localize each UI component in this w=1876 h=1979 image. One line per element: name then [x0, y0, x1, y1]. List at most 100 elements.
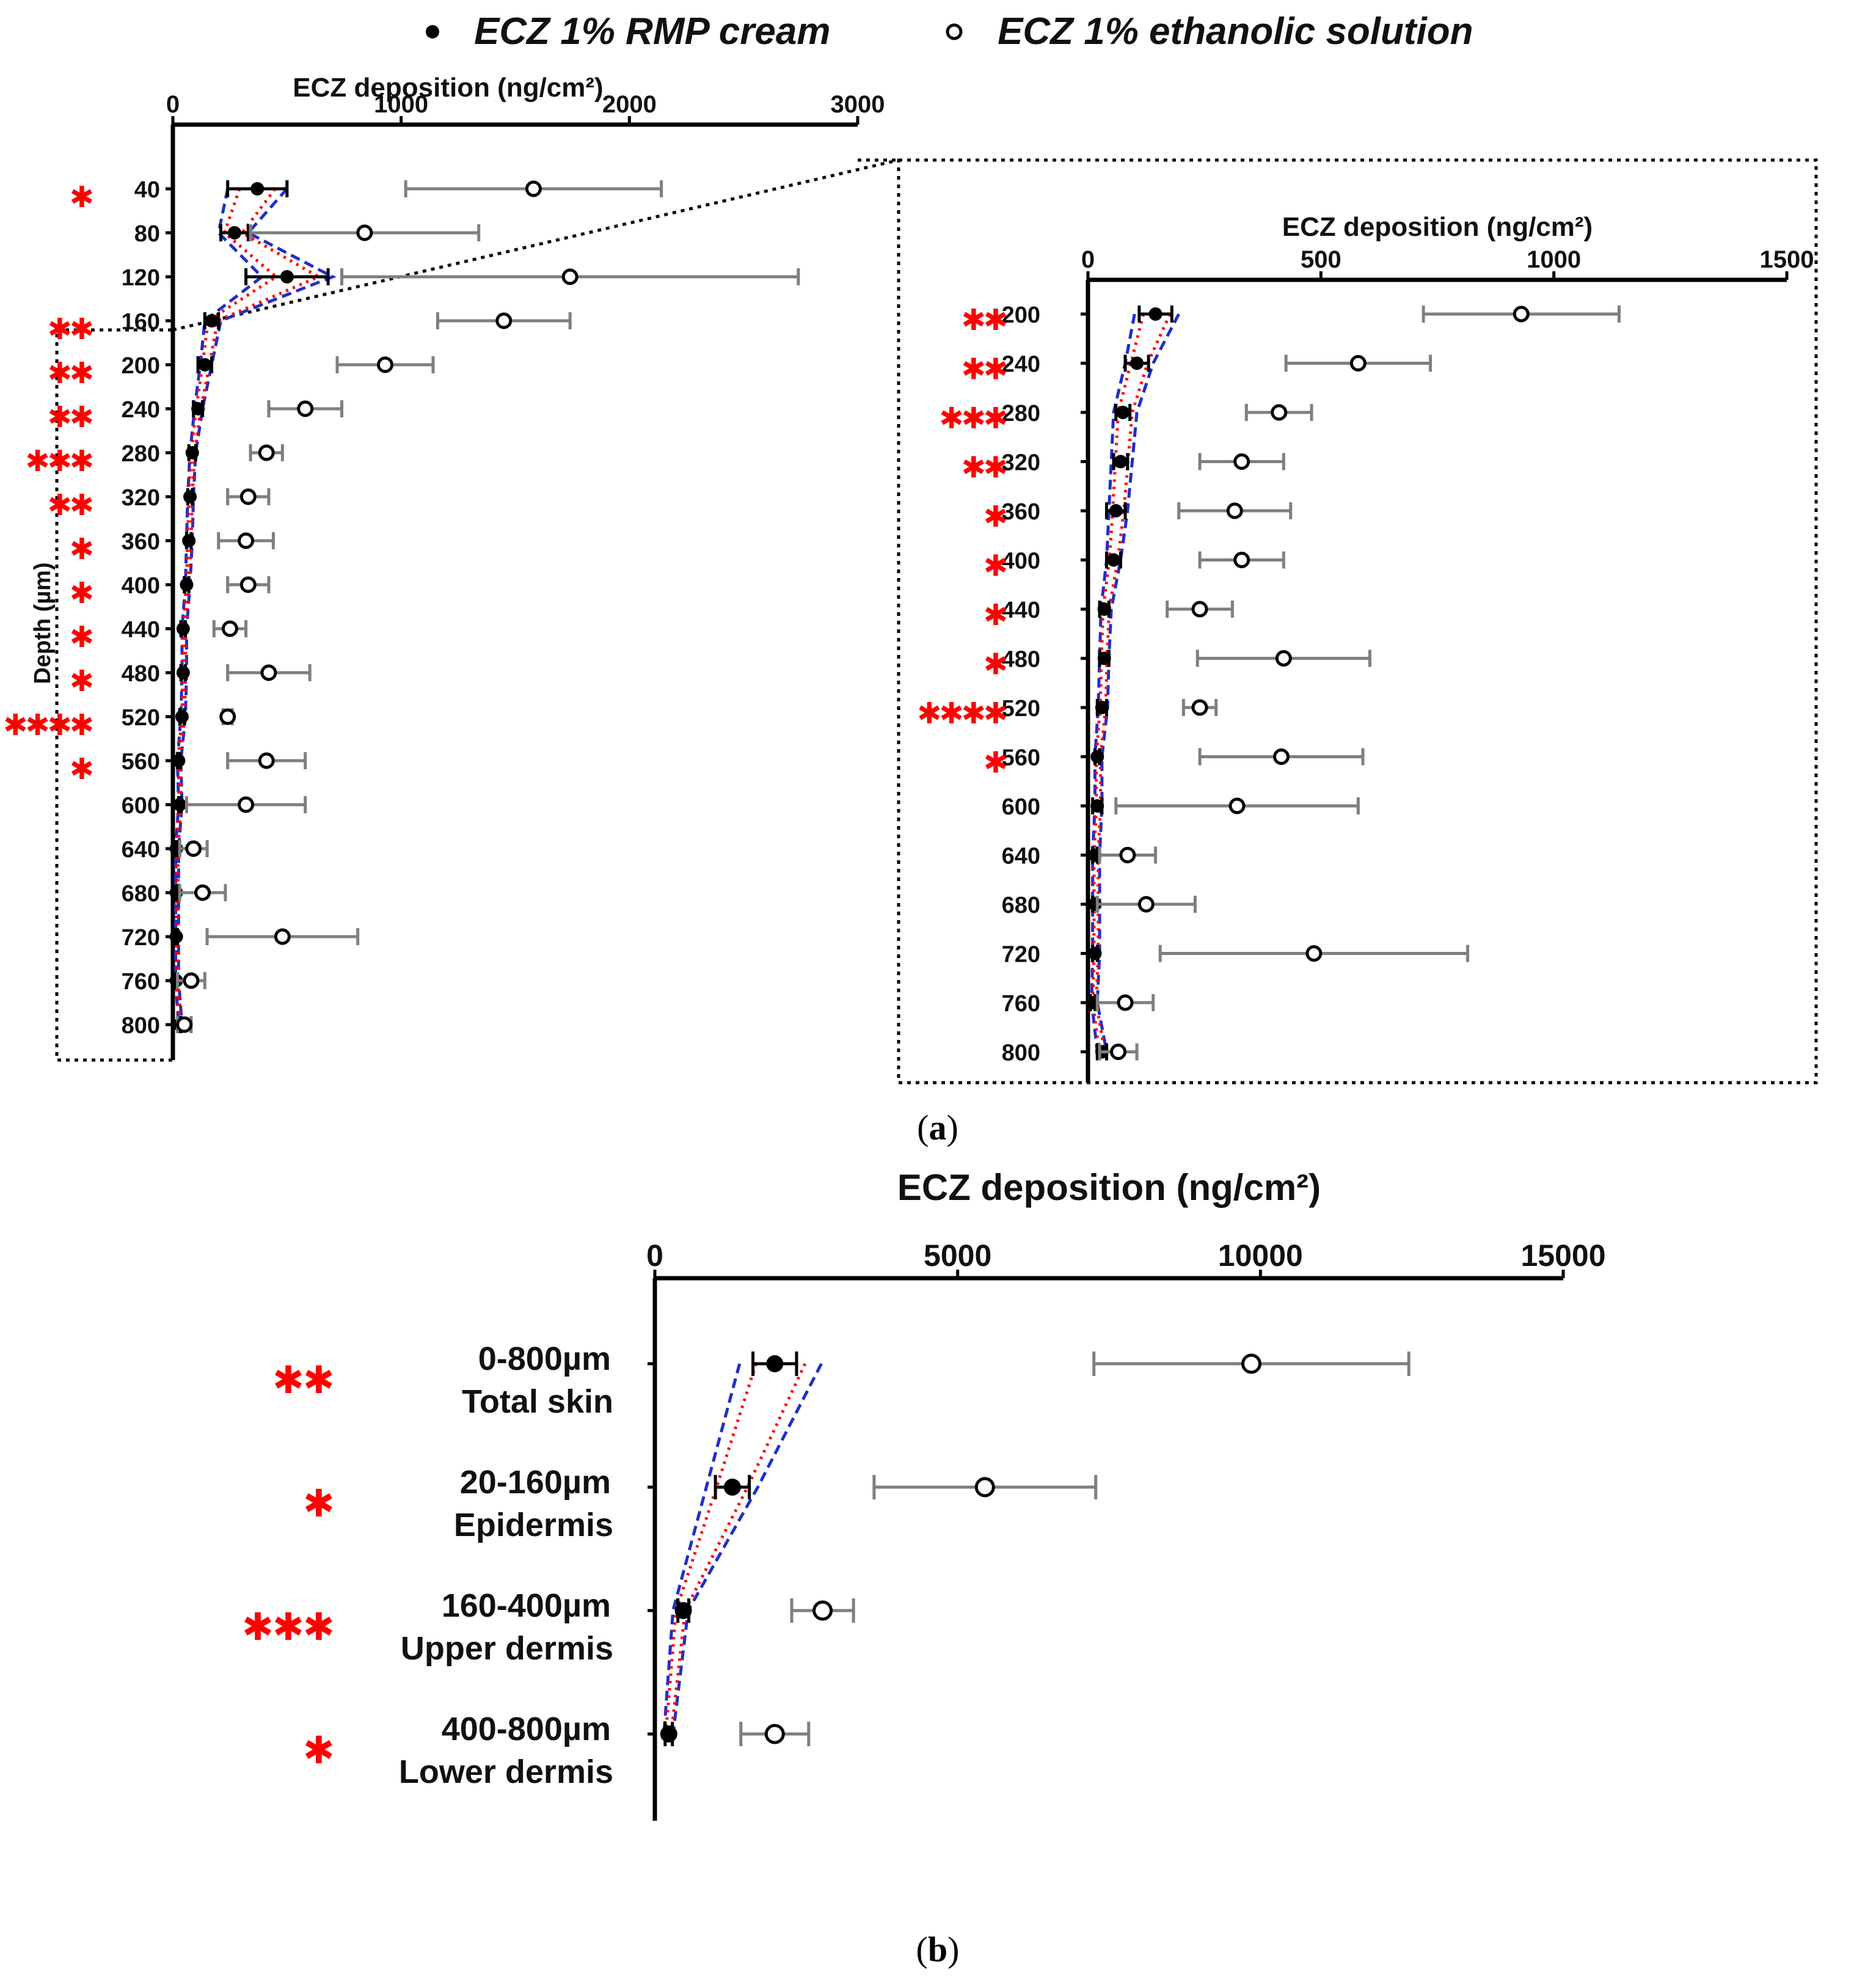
- significance-marker: ✱: [984, 599, 1007, 632]
- y-tick-label: 680: [1002, 893, 1040, 918]
- data-point-ethanolic: [356, 224, 373, 241]
- y-tick-label: 200: [1002, 302, 1040, 328]
- data-point-ethanolic: [219, 708, 236, 725]
- y-tick-label: 760: [122, 969, 160, 995]
- panel-b-caption: (b): [916, 1930, 960, 1969]
- significance-marker: ✱: [70, 181, 93, 214]
- data-point-ethanolic: [1349, 355, 1367, 371]
- significance-marker: ✱✱: [48, 313, 93, 346]
- y-tick-label: 560: [122, 749, 160, 775]
- data-point-ethanolic: [1191, 601, 1208, 618]
- data-point-cream: [180, 578, 194, 591]
- y-tick-label: 600: [1002, 794, 1040, 820]
- data-point-ethanolic: [812, 1600, 833, 1621]
- legend-open-marker: [946, 23, 963, 40]
- plot-a-left: ECZ deposition (ng/cm²) 0 1000 2000 3000 40 ✱ 8…: [3, 73, 885, 1060]
- data-point-cream: [766, 1355, 784, 1372]
- significance-marker: ✱: [984, 747, 1007, 780]
- data-point-cream: [169, 930, 183, 943]
- data-point-cream: [1130, 356, 1144, 370]
- significance-marker: ✱: [303, 1730, 334, 1772]
- data-point-cream: [674, 1602, 692, 1619]
- data-point-cream: [1106, 553, 1120, 567]
- band-upper-dotted: [670, 1363, 807, 1735]
- data-point-ethanolic: [495, 312, 513, 329]
- band-lower-dotted: [664, 1363, 757, 1735]
- y-tick-label: 240: [122, 397, 160, 423]
- x-tick-label: 0: [1081, 246, 1095, 273]
- data-point-cream: [191, 402, 205, 415]
- data-point-ethanolic: [258, 752, 275, 769]
- data-point-cream: [1090, 799, 1104, 813]
- y-tick-label: 480: [122, 661, 160, 687]
- data-point-ethanolic: [274, 928, 291, 945]
- data-point-cream: [172, 754, 186, 767]
- category-name-label: Upper dermis: [401, 1630, 613, 1667]
- data-point-ethanolic: [1305, 945, 1323, 962]
- category-range-label: 20-160µm: [460, 1464, 611, 1501]
- y-tick-label: 760: [1002, 991, 1040, 1017]
- data-point-ethanolic: [239, 576, 257, 593]
- data-point-ethanolic: [221, 620, 238, 637]
- x-tick-label: 0: [166, 91, 180, 118]
- legend-filled-marker: [426, 25, 439, 38]
- significance-marker: ✱✱: [962, 452, 1007, 485]
- category-name-label: Epidermis: [454, 1507, 613, 1543]
- significance-marker: ✱: [984, 501, 1007, 533]
- data-point-cream: [1095, 701, 1109, 714]
- data-point-ethanolic: [377, 356, 394, 373]
- data-point-ethanolic: [1191, 699, 1208, 716]
- x-axis-title: ECZ deposition (ng/cm²): [1282, 212, 1593, 242]
- y-tick-label: 280: [1002, 401, 1040, 426]
- y-tick-label: 120: [122, 265, 160, 291]
- data-point-cream: [175, 710, 189, 723]
- y-tick-label: 480: [1002, 647, 1040, 673]
- data-point-cream: [1097, 602, 1111, 616]
- data-point-ethanolic: [974, 1477, 995, 1498]
- x-axis-title: ECZ deposition (ng/cm²): [293, 73, 603, 103]
- y-tick-label: 360: [1002, 499, 1040, 525]
- y-tick-label: 160: [122, 309, 160, 335]
- y-tick-label: 640: [1002, 844, 1040, 869]
- y-tick-label: 320: [1002, 450, 1040, 476]
- y-tick-label: 440: [1002, 598, 1040, 623]
- significance-marker: ✱: [303, 1483, 334, 1525]
- significance-marker: ✱✱: [48, 401, 93, 434]
- band-lower-dotted: [1091, 313, 1145, 1052]
- x-tick-label: 1000: [374, 91, 428, 118]
- x-tick-label: 2000: [602, 91, 657, 118]
- y-tick-label: 680: [122, 881, 160, 907]
- y-axis-title: Depth (µm): [30, 562, 56, 684]
- significance-marker: ✱: [984, 551, 1007, 583]
- panel-a-caption: (a): [917, 1108, 958, 1147]
- legend: ECZ 1% RMP cream ECZ 1% ethanolic soluti…: [426, 10, 1473, 53]
- y-tick-label: 40: [134, 177, 160, 203]
- data-point-ethanolic: [1275, 650, 1292, 667]
- x-tick-label: 10000: [1218, 1238, 1303, 1273]
- data-point-cream: [176, 622, 190, 635]
- y-tick-label: 440: [122, 617, 160, 643]
- y-tick-label: 720: [1002, 942, 1040, 968]
- x-tick-label: 15000: [1520, 1238, 1605, 1273]
- data-point-cream: [173, 798, 187, 811]
- significance-marker: ✱✱✱: [25, 445, 92, 478]
- y-tick-label: 360: [122, 529, 160, 555]
- data-point-cream: [1088, 946, 1102, 960]
- significance-marker: ✱✱✱: [242, 1606, 334, 1648]
- y-tick-label: 400: [122, 573, 160, 599]
- data-point-ethanolic: [260, 664, 277, 681]
- data-point-cream: [660, 1725, 677, 1743]
- data-point-cream: [176, 666, 190, 679]
- data-point-cream: [1097, 651, 1111, 665]
- data-point-ethanolic: [1228, 797, 1246, 814]
- significance-marker: ✱✱: [962, 354, 1007, 386]
- x-tick-label: 0: [646, 1238, 663, 1273]
- significance-marker: ✱✱✱✱: [917, 698, 1007, 730]
- category-range-label: 400-800µm: [442, 1711, 611, 1747]
- data-point-cream: [198, 358, 212, 371]
- significance-marker: ✱✱: [48, 489, 93, 522]
- data-point-ethanolic: [185, 840, 202, 857]
- data-point-ethanolic: [176, 1016, 193, 1033]
- data-point-ethanolic: [194, 884, 211, 901]
- data-point-cream: [250, 182, 265, 196]
